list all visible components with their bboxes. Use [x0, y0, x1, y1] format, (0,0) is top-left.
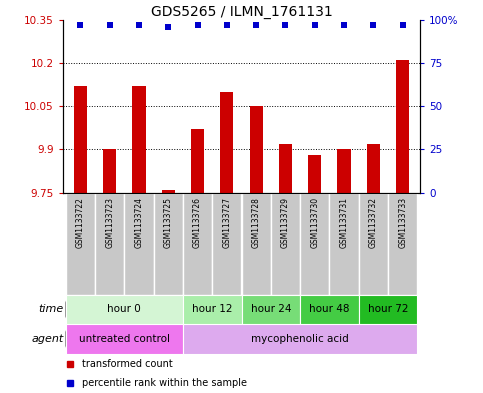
Bar	[242, 295, 300, 324]
Bar	[183, 324, 417, 354]
Text: time: time	[38, 305, 63, 314]
Polygon shape	[65, 301, 69, 318]
Bar	[279, 143, 292, 193]
Bar	[212, 193, 242, 295]
Point	[282, 22, 289, 28]
Text: hour 72: hour 72	[368, 305, 408, 314]
Text: agent: agent	[31, 334, 63, 344]
Text: GSM1133732: GSM1133732	[369, 196, 378, 248]
Bar	[132, 86, 145, 193]
Text: mycophenolic acid: mycophenolic acid	[251, 334, 349, 344]
Bar	[66, 193, 95, 295]
Text: GSM1133724: GSM1133724	[134, 196, 143, 248]
Bar	[183, 295, 242, 324]
Point	[340, 22, 348, 28]
Bar	[154, 193, 183, 295]
Bar	[103, 149, 116, 193]
Bar	[300, 295, 359, 324]
Point	[223, 22, 231, 28]
Point	[399, 22, 407, 28]
Text: GSM1133725: GSM1133725	[164, 196, 173, 248]
Bar	[359, 295, 417, 324]
Text: transformed count: transformed count	[83, 358, 173, 369]
Bar	[329, 193, 359, 295]
Bar	[66, 295, 183, 324]
Bar	[388, 193, 417, 295]
Point	[76, 22, 84, 28]
Text: GSM1133729: GSM1133729	[281, 196, 290, 248]
Text: hour 0: hour 0	[107, 305, 141, 314]
Point	[106, 22, 114, 28]
Text: GSM1133730: GSM1133730	[310, 196, 319, 248]
Text: untreated control: untreated control	[79, 334, 170, 344]
Text: hour 48: hour 48	[309, 305, 350, 314]
Bar	[396, 60, 409, 193]
Bar	[191, 129, 204, 193]
Bar	[220, 92, 233, 193]
Bar	[242, 193, 271, 295]
Text: GSM1133722: GSM1133722	[76, 196, 85, 248]
Text: GSM1133726: GSM1133726	[193, 196, 202, 248]
Point	[194, 22, 201, 28]
Point	[311, 22, 319, 28]
Text: GSM1133723: GSM1133723	[105, 196, 114, 248]
Bar	[367, 143, 380, 193]
Bar	[183, 193, 212, 295]
Text: hour 12: hour 12	[192, 305, 232, 314]
Bar	[124, 193, 154, 295]
Bar	[162, 190, 175, 193]
Bar	[271, 193, 300, 295]
Text: GSM1133728: GSM1133728	[252, 196, 261, 248]
Bar	[95, 193, 124, 295]
Text: GSM1133727: GSM1133727	[222, 196, 231, 248]
Text: percentile rank within the sample: percentile rank within the sample	[83, 378, 247, 388]
Polygon shape	[65, 330, 69, 348]
Text: hour 24: hour 24	[251, 305, 291, 314]
Bar	[66, 324, 183, 354]
Point	[369, 22, 377, 28]
Point	[252, 22, 260, 28]
Bar	[308, 155, 321, 193]
Bar	[250, 106, 263, 193]
Bar	[359, 193, 388, 295]
Point	[164, 24, 172, 30]
Bar	[338, 149, 351, 193]
Point	[135, 22, 143, 28]
Text: GSM1133733: GSM1133733	[398, 196, 407, 248]
Title: GDS5265 / ILMN_1761131: GDS5265 / ILMN_1761131	[151, 5, 332, 18]
Bar	[300, 193, 329, 295]
Bar	[74, 86, 87, 193]
Text: GSM1133731: GSM1133731	[340, 196, 349, 248]
